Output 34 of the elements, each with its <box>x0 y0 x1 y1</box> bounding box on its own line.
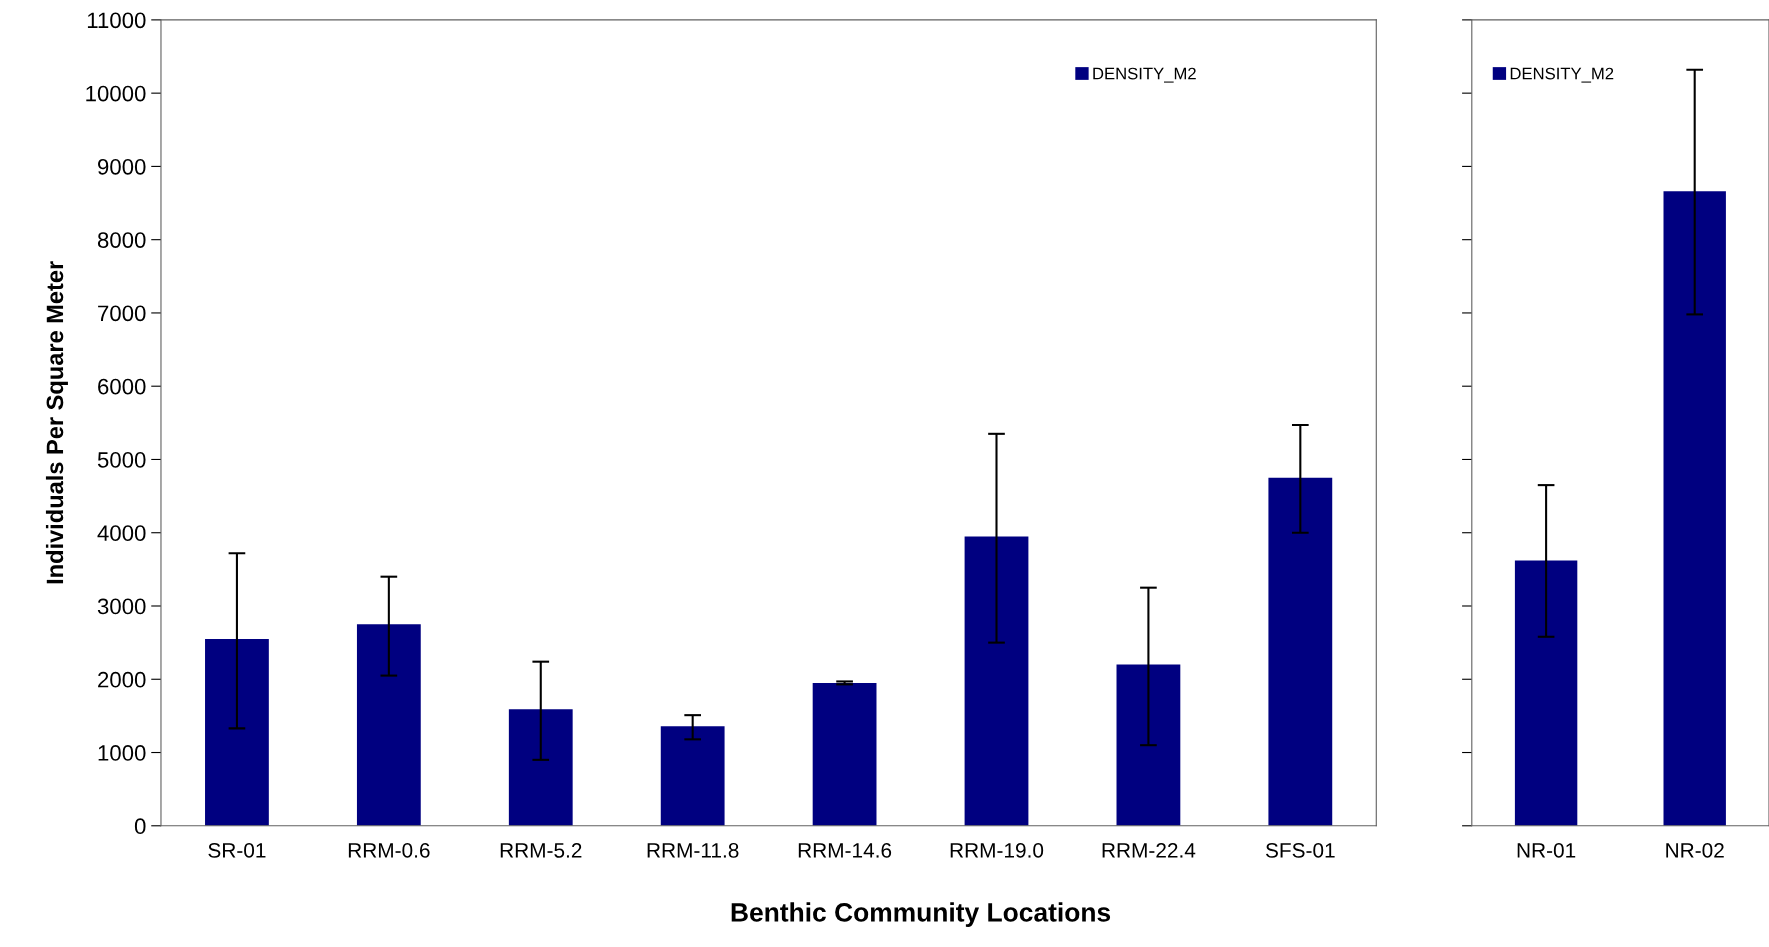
y-tick-label: 11000 <box>87 12 146 29</box>
bar <box>356 624 421 826</box>
y-tick-label: 5000 <box>97 452 146 468</box>
bar <box>205 638 269 826</box>
y-tick-label: 8000 <box>97 232 146 248</box>
y-axis-title: Individuals Per Square Meter <box>45 261 68 584</box>
x-tick-label: RRM-14.6 <box>798 843 892 858</box>
x-tick-label: NR-02 <box>1666 843 1724 858</box>
bar <box>964 536 1029 826</box>
x-tick-label: RRM-5.2 <box>500 843 582 858</box>
legend-label: DENSITY_M2 <box>1510 67 1614 83</box>
x-tick-label: NR-01 <box>1517 843 1576 858</box>
x-tick-label: RRM-22.4 <box>1102 843 1196 858</box>
bar <box>508 709 573 826</box>
y-tick-label: 9000 <box>98 158 146 175</box>
y-tick-label: 2000 <box>98 671 146 688</box>
y-tick-label: 0 <box>134 818 146 835</box>
x-tick-label: RRM-0.6 <box>348 843 430 858</box>
x-axis-title: Benthic Community Locations <box>731 902 1111 927</box>
bar <box>660 726 725 826</box>
y-tick-label: 4000 <box>97 525 146 541</box>
y-tick-label: 6000 <box>98 378 146 395</box>
bar <box>1268 477 1333 826</box>
y-tick-label: 7000 <box>98 305 146 322</box>
bar <box>812 682 877 826</box>
x-tick-label: RRM-19.0 <box>950 843 1044 858</box>
x-tick-label: SFS-01 <box>1265 843 1335 858</box>
legend-label: DENSITY_M2 <box>1093 67 1196 83</box>
y-tick-label: 1000 <box>98 745 146 761</box>
x-tick-label: RRM-11.8 <box>647 843 739 858</box>
y-tick-label: 10000 <box>86 85 146 102</box>
bar <box>1116 664 1181 826</box>
y-tick-label: 3000 <box>97 598 146 615</box>
x-tick-label: SR-01 <box>208 843 266 858</box>
